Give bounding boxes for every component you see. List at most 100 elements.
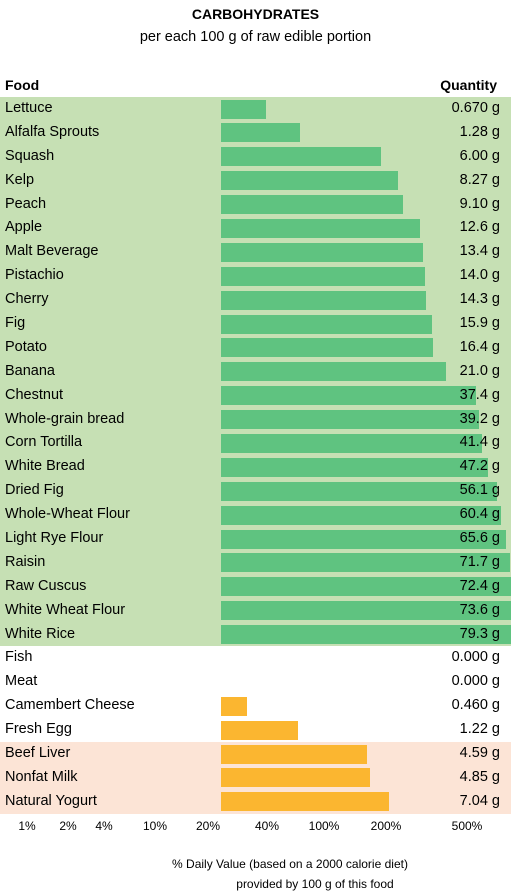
table-row: Chestnut 37.4 g [0,383,511,408]
bar [221,242,423,262]
quantity-value: 14.3 g [459,291,500,308]
bar [221,577,511,597]
chart-title: CARBOHYDRATES [191,6,320,22]
quantity-value: 15.9 g [459,315,500,332]
quantity-value: 1.22 g [459,721,500,738]
table-row: Pistachio 14.0 g [0,264,511,289]
food-name: Natural Yogurt [5,792,97,809]
quantity-value: 8.27 g [459,171,500,188]
bar [221,314,432,334]
table-row: Dried Fig 56.1 g [0,479,511,504]
table-row: Squash 6.00 g [0,144,511,169]
table-row: Meat 0.000 g [0,670,511,695]
table-row: Lettuce 0.670 g [0,97,511,121]
table-row: Cherry 14.3 g [0,288,511,313]
quantity-value: 41.4 g [459,434,500,451]
quantity-column-header: Quantity [440,77,497,93]
x-tick-label: 4% [95,819,113,833]
table-row: Malt Beverage 13.4 g [0,240,511,265]
food-name: White Bread [5,458,85,475]
food-name: White Rice [5,625,76,642]
quantity-value: 39.2 g [459,410,500,427]
bar [221,505,502,525]
quantity-value: 16.4 g [459,338,500,355]
footer-note-line1: % Daily Value (based on a 2000 calorie d… [172,857,408,871]
quantity-value: 12.6 g [459,219,500,236]
x-axis: 1% 2% 4% 10% 20% 40% 100% 200% 500% [0,819,511,837]
x-tick-label: 100% [308,819,340,833]
quantity-value: 14.0 g [459,267,500,284]
x-tick-label: 40% [254,819,280,833]
food-name: Meat [5,673,38,690]
table-row: Kelp 8.27 g [0,168,511,193]
table-row: White Wheat Flour 73.6 g [0,598,511,623]
table-row: Potato 16.4 g [0,335,511,360]
table-row: Fig 15.9 g [0,312,511,336]
food-name: Squash [5,147,55,164]
quantity-value: 0.670 g [451,100,500,116]
bar [221,171,398,191]
quantity-value: 7.04 g [459,792,500,809]
bar [221,218,420,238]
bar [221,481,498,501]
food-name: Alfalfa Sprouts [5,123,100,140]
quantity-value: 65.6 g [459,530,500,547]
table-row: Natural Yogurt 7.04 g [0,789,511,814]
quantity-value: 0.000 g [451,649,500,666]
bar [221,625,511,645]
bar [221,529,506,549]
table-row: Whole-Wheat Flour 60.4 g [0,503,511,528]
table-row: Nonfat Milk 4.85 g [0,765,511,790]
x-tick-label: 20% [195,819,221,833]
x-tick-label: 500% [451,819,483,833]
food-name: Chestnut [5,386,64,403]
table-row: Peach 9.10 g [0,192,511,217]
quantity-value: 4.59 g [459,745,500,762]
food-name: Lettuce [5,100,53,116]
food-name: Peach [5,195,47,212]
food-name: Raw Cuscus [5,577,87,594]
bar [221,720,298,740]
quantity-value: 71.7 g [459,553,500,570]
bar [221,123,301,143]
table-row: Banana 21.0 g [0,359,511,384]
quantity-value: 56.1 g [459,482,500,499]
quantity-value: 13.4 g [459,243,500,260]
quantity-value: 73.6 g [459,601,500,618]
table-row: Raw Cuscus 72.4 g [0,574,511,599]
footer-note-line2: provided by 100 g of this food [236,877,394,891]
food-name: Potato [5,338,47,355]
table-row: Light Rye Flour 65.6 g [0,527,511,551]
food-name: Beef Liver [5,745,71,762]
quantity-value: 72.4 g [459,577,500,594]
quantity-value: 9.10 g [459,195,500,212]
quantity-value: 21.0 g [459,362,500,379]
bar [221,386,477,406]
food-name: Light Rye Flour [5,530,104,547]
table-row: White Rice 79.3 g [0,622,511,647]
quantity-value: 0.000 g [451,673,500,690]
bar [221,147,381,167]
quantity-value: 6.00 g [459,147,500,164]
bar [221,266,425,286]
table-row: Apple 12.6 g [0,216,511,241]
bar [221,744,367,764]
food-name: Pistachio [5,267,64,284]
bar [221,696,247,716]
food-name: White Wheat Flour [5,601,126,618]
food-name: Camembert Cheese [5,697,135,714]
bar [221,99,267,119]
bar [221,553,511,573]
table-row: Camembert Cheese 0.460 g [0,694,511,719]
food-name: Fig [5,315,26,332]
quantity-value: 79.3 g [459,625,500,642]
table-row: Whole-grain bread 39.2 g [0,407,511,432]
food-name: Raisin [5,553,46,570]
food-column-header: Food [5,77,40,93]
table-row: Fresh Egg 1.22 g [0,718,511,743]
food-name: Apple [5,219,43,236]
bar [221,338,434,358]
food-name: Kelp [5,171,35,188]
quantity-value: 47.2 g [459,458,500,475]
food-name: Whole-grain bread [5,410,125,427]
